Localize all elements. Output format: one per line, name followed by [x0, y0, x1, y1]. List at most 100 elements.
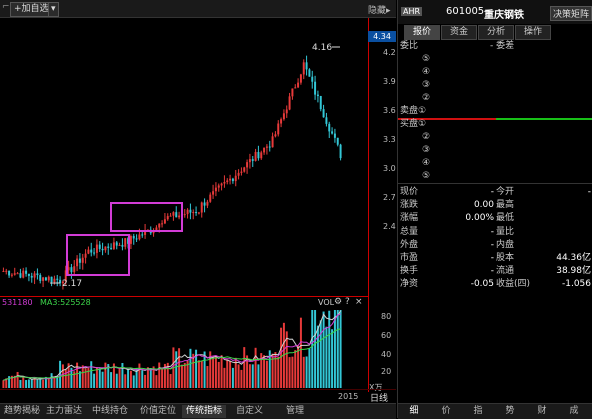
- tab-trend2[interactable]: 势: [505, 406, 515, 416]
- candle-body: [16, 273, 19, 275]
- tab-deal[interactable]: 成: [569, 406, 579, 416]
- favorite-dropdown-button[interactable]: ▾: [48, 2, 59, 17]
- candle-body: [254, 151, 257, 161]
- candle-body: [311, 76, 314, 82]
- volume-bar: [180, 364, 183, 388]
- volume-bar: [30, 379, 33, 388]
- volume-label: VOL: [318, 298, 335, 307]
- candle-body: [305, 62, 308, 70]
- volume-bar: [212, 356, 215, 388]
- volume-bar: [22, 377, 25, 388]
- tab-mid-hold[interactable]: 中线持仓: [92, 406, 129, 416]
- volume-bar: [98, 368, 101, 388]
- price-tick: 3.6: [383, 106, 396, 115]
- volume-bar: [124, 374, 127, 388]
- volume-bar: [319, 320, 322, 388]
- candle-body: [144, 230, 147, 235]
- sell-volume-bar: [398, 118, 496, 120]
- date-axis: 2015 日线: [0, 389, 396, 404]
- quote-value: -: [490, 187, 494, 197]
- quote-field: 股本: [496, 253, 515, 263]
- tab-operate[interactable]: 操作: [515, 25, 551, 40]
- volume-bar: [257, 364, 260, 388]
- tab-radar[interactable]: 主力雷达: [46, 406, 83, 416]
- volume-bar: [288, 357, 291, 388]
- candle-body: [73, 266, 76, 273]
- volume-bar: [206, 366, 209, 388]
- volume-bar: [294, 350, 297, 388]
- candle-body: [5, 270, 8, 272]
- candle-body: [246, 162, 249, 168]
- tab-analysis[interactable]: 分析: [478, 25, 514, 40]
- volume-ma-line: [3, 310, 342, 381]
- candlestick-chart[interactable]: 4.16 2.17: [0, 18, 368, 296]
- tab-custom[interactable]: 自定义: [236, 406, 264, 416]
- volume-bar: [263, 355, 266, 388]
- tab-funds[interactable]: 资金: [441, 25, 477, 40]
- quote-value: -: [490, 239, 494, 250]
- candle-body: [107, 246, 110, 248]
- quote-label: 涨跌: [400, 200, 419, 211]
- close-icon[interactable]: ×: [355, 297, 363, 307]
- volume-bar: [226, 359, 229, 388]
- candle-body: [2, 271, 5, 273]
- tab-detail[interactable]: 细: [409, 406, 419, 416]
- volume-bar: [118, 367, 121, 388]
- volume-bar: [237, 364, 240, 388]
- quote-field: 今开: [496, 187, 515, 197]
- volume-bar: [104, 362, 107, 388]
- quote-value-2: 38.98亿: [556, 266, 591, 277]
- weibi-row: 委比 - 委差: [398, 40, 592, 53]
- level-label: ⑤: [422, 171, 431, 181]
- volume-bar: [189, 348, 192, 388]
- candle-body: [90, 249, 93, 253]
- period-selector[interactable]: 日线: [370, 394, 389, 404]
- volume-bar: [101, 371, 104, 388]
- candle-body: [95, 244, 98, 253]
- volume-bar: [50, 373, 53, 388]
- gear-icon[interactable]: ⚙: [334, 297, 343, 307]
- tab-trend[interactable]: 趋势揭秘: [4, 406, 41, 416]
- weidiff-label: - 委差: [490, 41, 515, 51]
- candle-body: [257, 151, 260, 159]
- sell-level-3: ③: [398, 79, 592, 92]
- quote-row: 净资 -0.05 收益(四) -1.056: [398, 278, 592, 291]
- tab-value[interactable]: 价值定位: [140, 406, 177, 416]
- tab-index[interactable]: 指: [473, 406, 483, 416]
- sell-level-2: ②: [398, 92, 592, 105]
- hide-button[interactable]: 隐藏▸: [368, 3, 391, 16]
- volume-bar: [195, 349, 198, 388]
- tab-traditional[interactable]: 传统指标: [182, 405, 227, 418]
- volume-bar: [268, 350, 271, 388]
- candle-body: [44, 277, 47, 281]
- level-label: ④: [422, 67, 431, 77]
- tab-finance[interactable]: 财: [537, 406, 547, 416]
- help-icon[interactable]: ?: [345, 297, 350, 307]
- price-axis: 4.2 3.9 3.6 3.3 3.0 2.7 2.4: [368, 18, 397, 296]
- volume-bar: [47, 377, 50, 388]
- volume-bar: [33, 377, 36, 388]
- volume-bar: [25, 380, 28, 388]
- volume-bar: [144, 374, 147, 388]
- volume-bar: [107, 364, 110, 388]
- volume-bar: [274, 352, 277, 388]
- candle-body: [76, 258, 79, 267]
- add-favorite-button[interactable]: +加自选: [10, 2, 53, 17]
- tab-price[interactable]: 价: [441, 406, 451, 416]
- volume-bar: [325, 326, 328, 388]
- quote-row: 涨幅 0.00% 最低: [398, 212, 592, 225]
- quote-field: 量比: [496, 226, 515, 237]
- volume-chart[interactable]: [0, 308, 368, 388]
- volume-bar: [129, 370, 132, 388]
- tab-manage[interactable]: 管理: [286, 406, 305, 416]
- candle-body: [325, 117, 328, 124]
- tab-quote[interactable]: 报价: [404, 25, 440, 40]
- candle-body: [195, 212, 198, 214]
- volume-bar: [169, 374, 172, 388]
- decision-matrix-button[interactable]: 决策矩阵: [550, 6, 592, 21]
- quote-row: 换手 - 流通 38.98亿: [398, 265, 592, 278]
- volume-bar: [161, 368, 164, 388]
- level-label: ⑤: [422, 54, 431, 64]
- candle-body: [98, 244, 101, 249]
- ahr-badge[interactable]: AHR: [401, 7, 423, 16]
